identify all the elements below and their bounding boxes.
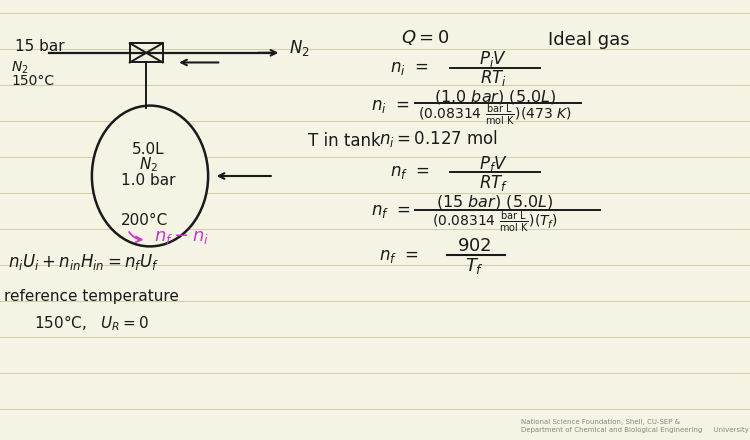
Text: $RT_i$: $RT_i$ <box>480 68 507 88</box>
Text: $N_2$: $N_2$ <box>11 60 28 77</box>
Text: $N_2$: $N_2$ <box>139 156 158 174</box>
Text: T in tank: T in tank <box>308 132 380 150</box>
Text: $902$: $902$ <box>458 238 492 255</box>
Text: reference temperature: reference temperature <box>4 290 178 304</box>
Text: $n_f$  =: $n_f$ = <box>371 202 411 220</box>
Text: $N_2$: $N_2$ <box>289 37 310 58</box>
Text: $RT_f$: $RT_f$ <box>478 172 508 193</box>
Text: 5.0L: 5.0L <box>132 142 165 157</box>
Text: 150°C,   $U_R = 0$: 150°C, $U_R = 0$ <box>34 314 149 333</box>
Text: $n_i$  =: $n_i$ = <box>390 59 429 77</box>
Text: $(1.0\ bar)\ (5.0L)$: $(1.0\ bar)\ (5.0L)$ <box>433 88 556 106</box>
Text: Ideal gas: Ideal gas <box>548 31 629 48</box>
Text: $P_i V$: $P_i V$ <box>479 49 508 70</box>
Text: 1.0 bar: 1.0 bar <box>122 173 176 188</box>
Text: 200°C: 200°C <box>120 213 168 227</box>
Text: $T_f$: $T_f$ <box>465 256 484 276</box>
Text: $n_i U_i + n_{in} H_{in} = n_f U_f$: $n_i U_i + n_{in} H_{in} = n_f U_f$ <box>8 252 158 272</box>
Text: $n_f$  =: $n_f$ = <box>379 247 419 265</box>
Text: $n_i$  =: $n_i$ = <box>371 97 410 114</box>
Text: $(0.08314\ \frac{\mathregular{bar\ L}}{\mathregular{mol\ K}})(473\ K)$: $(0.08314\ \frac{\mathregular{bar\ L}}{\… <box>418 102 572 127</box>
Text: $n_i = 0.127$ mol: $n_i = 0.127$ mol <box>379 128 498 149</box>
Text: $n_f - n_i$: $n_f - n_i$ <box>154 228 209 246</box>
Text: $n_f$  =: $n_f$ = <box>390 164 430 181</box>
Text: $Q = 0$: $Q = 0$ <box>401 28 449 47</box>
Text: $P_f V$: $P_f V$ <box>479 154 508 174</box>
Text: National Science Foundation, Shell, CU-SEP &: National Science Foundation, Shell, CU-S… <box>521 419 680 425</box>
Text: 150°C: 150°C <box>11 74 54 88</box>
Ellipse shape <box>92 106 208 246</box>
Text: 15 bar: 15 bar <box>15 39 64 54</box>
Text: $(0.08314\ \frac{\mathregular{bar\ L}}{\mathregular{mol\ K}})(T_f)$: $(0.08314\ \frac{\mathregular{bar\ L}}{\… <box>432 210 558 235</box>
Text: $(15\ bar)\ (5.0L)$: $(15\ bar)\ (5.0L)$ <box>436 194 554 211</box>
Text: Department of Chemical and Biological Engineering     University of Colorado B: Department of Chemical and Biological En… <box>521 427 750 433</box>
